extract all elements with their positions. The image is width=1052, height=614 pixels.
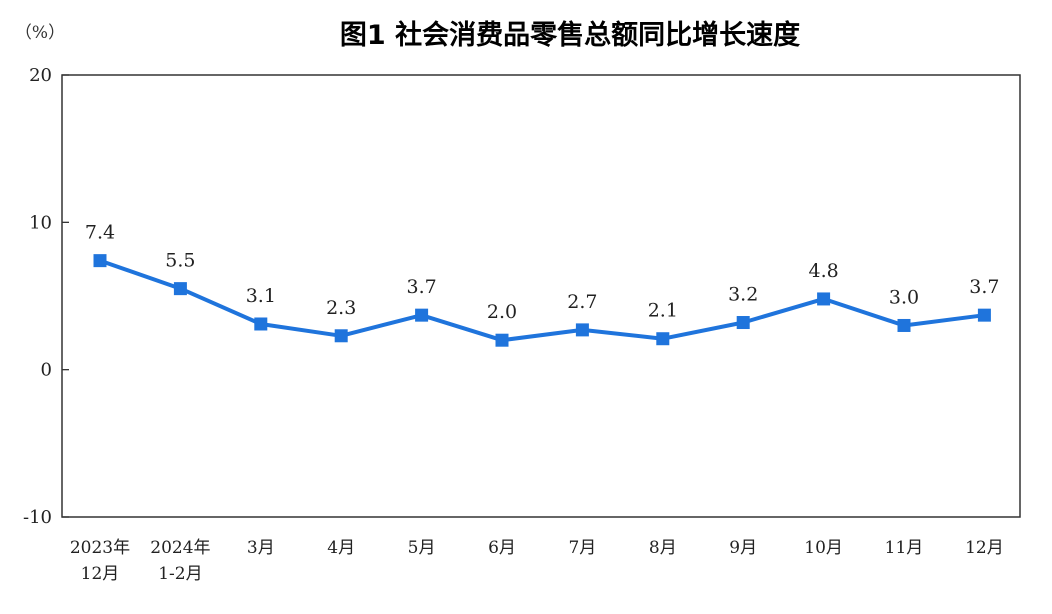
x-tick-label: 3月: [247, 538, 275, 558]
x-tick-label: 7月: [568, 538, 596, 558]
x-tick-line: 3月: [247, 538, 275, 558]
y-ticks: 20 10 0 -10: [23, 65, 69, 528]
data-point-marker: [817, 292, 831, 306]
x-tick-label: 8月: [649, 538, 677, 558]
x-tick-label: 4月: [327, 538, 355, 558]
x-tick-line: 9月: [729, 538, 757, 558]
data-label: 2.3: [326, 297, 356, 319]
series-line: [99, 258, 985, 343]
x-ticks: 2023年 12月 2024年 1-2月 3月 4月 5月 6月 7月 8月 9月 10月 11月 12月: [70, 538, 1004, 584]
plot-frame: [61, 74, 1021, 518]
x-tick-line: 12月: [965, 538, 1004, 558]
data-labels: 7.4 5.5 3.1 2.3 3.7 2.0 2.7 2.1 3.2 4.8 3.0 3.7: [85, 222, 1000, 324]
x-tick-line: 5月: [408, 538, 436, 558]
x-tick-label: 12月: [965, 538, 1004, 558]
y-axis-unit: （%）: [15, 23, 65, 43]
x-tick-line: 4月: [327, 538, 355, 558]
x-tick-line: 10月: [804, 538, 843, 558]
data-point-marker: [334, 329, 348, 343]
x-tick-line: 12月: [81, 564, 120, 584]
data-point-marker: [93, 254, 107, 268]
y-tick-label: -10: [23, 507, 52, 528]
data-label: 4.8: [808, 260, 838, 282]
x-tick-label: 2024年 1-2月: [150, 538, 210, 584]
chart-title: 图1 社会消费品零售总额同比增长速度: [340, 19, 800, 51]
x-tick-label: 10月: [804, 538, 843, 558]
data-point-marker: [897, 318, 911, 332]
x-tick-label: 2023年 12月: [70, 538, 130, 584]
x-tick-label: 5月: [408, 538, 436, 558]
x-tick-line: 6月: [488, 538, 516, 558]
data-label: 2.0: [487, 301, 517, 323]
data-label: 3.0: [889, 286, 919, 308]
series-markers: [93, 254, 991, 347]
data-label: 2.7: [567, 291, 597, 313]
data-point-marker: [173, 282, 187, 296]
x-tick-label: 11月: [885, 538, 924, 558]
data-point-marker: [977, 308, 991, 322]
data-label: 5.5: [165, 250, 195, 272]
data-label: 3.7: [406, 276, 436, 298]
x-tick-line: 11月: [885, 538, 924, 558]
data-point-marker: [254, 317, 268, 331]
data-label: 3.7: [969, 276, 999, 298]
x-tick-line: 8月: [649, 538, 677, 558]
x-tick-line: 2024年: [150, 538, 210, 558]
data-point-marker: [415, 308, 429, 322]
data-label: 7.4: [85, 222, 115, 244]
x-tick-line: 7月: [568, 538, 596, 558]
data-label: 2.1: [648, 300, 678, 322]
x-tick-label: 9月: [729, 538, 757, 558]
data-label: 3.2: [728, 284, 758, 306]
x-tick-line: 2023年: [70, 538, 130, 558]
data-point-marker: [575, 323, 589, 337]
data-point-marker: [656, 332, 670, 346]
x-tick-label: 6月: [488, 538, 516, 558]
x-tick-line: 1-2月: [158, 564, 202, 584]
y-tick-label: 10: [29, 212, 52, 233]
y-tick-label: 0: [41, 360, 52, 381]
data-point-marker: [736, 316, 750, 330]
data-point-marker: [495, 333, 509, 347]
data-label: 3.1: [246, 285, 276, 307]
y-tick-label: 20: [29, 65, 52, 86]
